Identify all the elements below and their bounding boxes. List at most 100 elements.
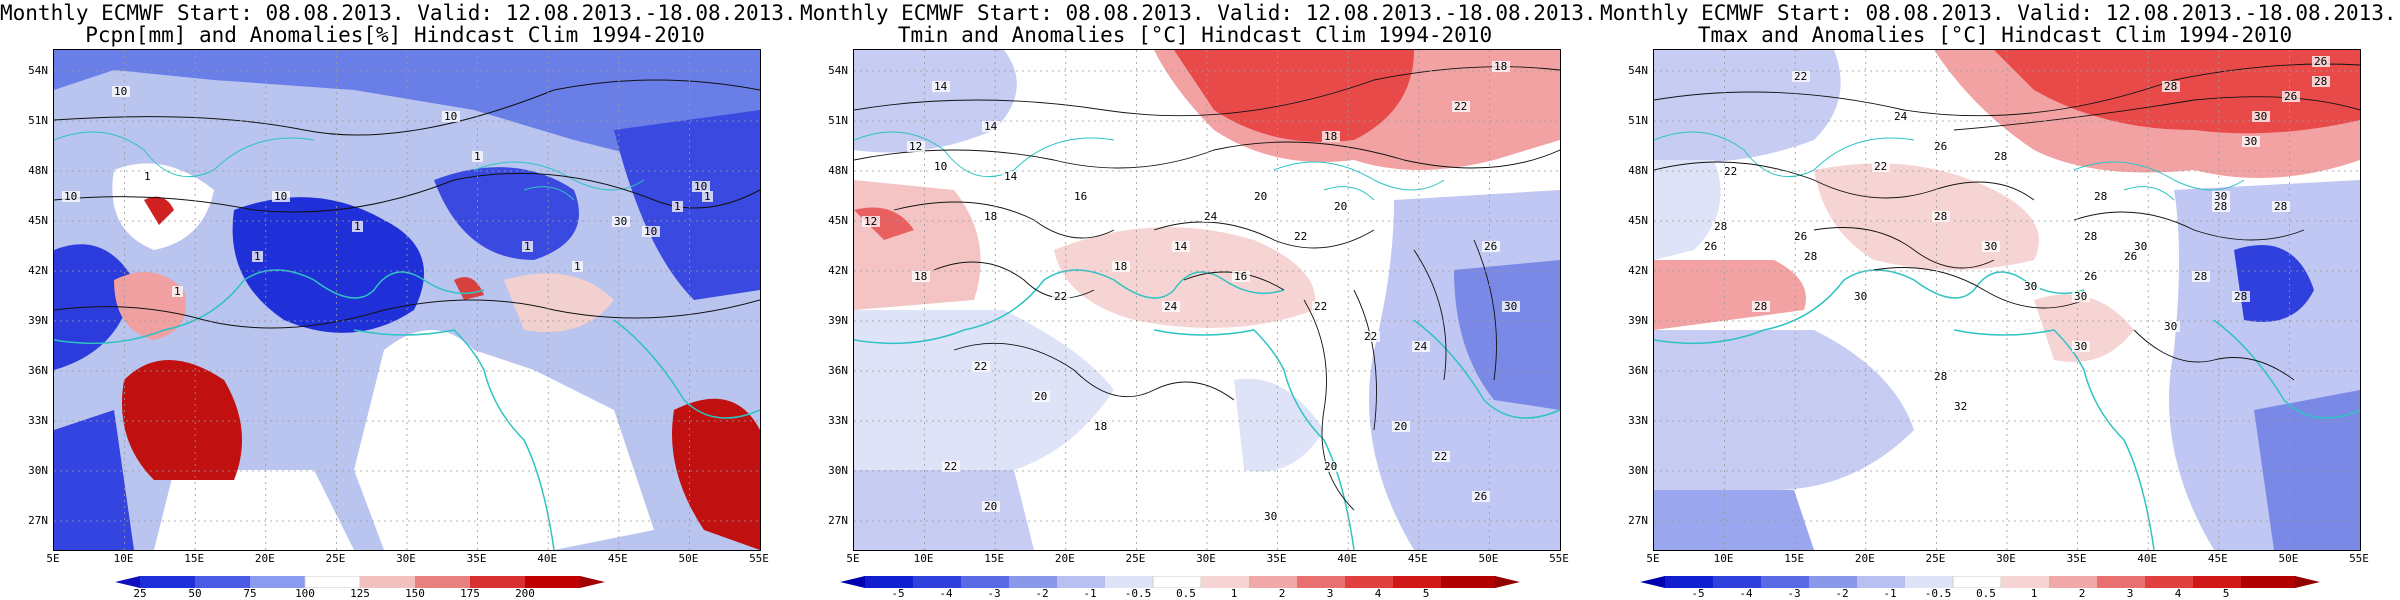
contour-label: 24 (1894, 110, 1908, 123)
cbar-label: 5 (1422, 587, 1430, 600)
contour-label-bg (862, 216, 880, 227)
cbar-label: -2 (1035, 587, 1049, 600)
contour-label-bg (2122, 251, 2140, 262)
contour-label-bg (1292, 231, 1310, 242)
contour-label: 14 (934, 80, 948, 93)
contour-label-bg (352, 221, 363, 232)
contour-label: 30 (2164, 320, 2177, 333)
lat-tick-label: 51N (828, 114, 848, 127)
contour-label: 30 (2074, 340, 2087, 353)
contour-label-bg (2162, 321, 2180, 332)
contour-label: 10 (444, 110, 457, 123)
contour-label: 22 (1434, 450, 1447, 463)
contour-label: 10 (274, 190, 287, 203)
contour-label-bg (2212, 201, 2230, 212)
lat-tick-label: 30N (28, 464, 48, 477)
contour-label-bg (1892, 111, 1910, 122)
contour-label: 30 (2254, 110, 2267, 123)
contour-label-bg (2022, 281, 2040, 292)
contour-label: 1 (574, 260, 581, 273)
contour-label-bg (1992, 151, 2010, 162)
lon-tick-label: 10E (913, 552, 934, 565)
cbar-label: 0.5 (1176, 587, 1196, 600)
contour-label: 24 (1414, 340, 1428, 353)
contour-label-bg (982, 211, 1000, 222)
lat-tick-label: 51N (1628, 114, 1648, 127)
panel-title-line1: Monthly ECMWF Start: 08.08.2013. Valid: … (0, 1, 797, 25)
contour-label-bg (1792, 71, 1810, 82)
contour-label: 28 (2314, 75, 2327, 88)
cbar-label: -4 (939, 587, 953, 600)
contour-label: 12 (909, 140, 922, 153)
contour-label: 28 (1714, 220, 1727, 233)
lon-tick-label: 45E (607, 552, 628, 565)
lat-tick-label: 45N (828, 214, 848, 227)
contour-label: 1 (254, 250, 261, 263)
cbar-label: -1 (1083, 587, 1097, 600)
cbar-label: 25 (133, 587, 147, 600)
tmax-panel: Monthly ECMWF Start: 08.08.2013. Valid: … (1600, 0, 2397, 600)
contour-label-bg (1322, 461, 1340, 472)
contour-label-bg (62, 191, 80, 202)
contour-label: 10 (644, 225, 657, 238)
contour-label: 30 (1854, 290, 1867, 303)
contour-label: 1 (474, 150, 481, 163)
cbar-label: -3 (987, 587, 1001, 600)
contour-label: 22 (1874, 160, 1887, 173)
cbar-label: -2 (1835, 587, 1849, 600)
lat-tick-label: 39N (1628, 314, 1648, 327)
cbar-label: -5 (1691, 587, 1705, 600)
contour-label: 30 (614, 215, 627, 228)
contour-label-bg (1362, 331, 1380, 342)
lat-tick-label: 51N (28, 114, 48, 127)
contour-label-bg (912, 271, 930, 282)
contour-label-bg (2272, 201, 2290, 212)
cbar-label: 2 (2078, 587, 2086, 600)
contour-label: 10 (114, 85, 127, 98)
contour-label: 22 (1314, 300, 1327, 313)
contour-label: 24 (1164, 300, 1178, 313)
contour-label: 30 (2134, 240, 2147, 253)
contour-label-bg (522, 241, 533, 252)
contour-label: 28 (1804, 250, 1817, 263)
contour-label: 20 (1394, 420, 1407, 433)
contour-label-bg (2092, 191, 2110, 202)
lon-tick-label: 25E (1125, 552, 1146, 565)
lon-tick-label: 45E (2207, 552, 2228, 565)
lat-tick-label: 45N (1628, 214, 1648, 227)
contour-label-bg (1702, 241, 1720, 252)
lat-tick-label: 36N (828, 364, 848, 377)
contour-label-bg (1072, 191, 1090, 202)
contour-label: 1 (174, 285, 181, 298)
contour-label: 26 (1484, 240, 1497, 253)
lon-tick-label: 50E (678, 552, 699, 565)
lat-tick-label: 36N (28, 364, 48, 377)
cbar-label: 0.5 (1976, 587, 1996, 600)
contour-label-bg (1392, 421, 1410, 432)
contour-label-bg (2072, 341, 2090, 352)
contour-label-bg (1432, 451, 1450, 462)
contour-label: 14 (984, 120, 998, 133)
contour-label: 30 (1984, 240, 1997, 253)
contour-label-bg (1052, 291, 1070, 302)
cbar-label: -1 (1883, 587, 1897, 600)
contour-label: 14 (1174, 240, 1188, 253)
lat-tick-label: 54N (1628, 64, 1648, 77)
panel-title-line2: Tmax and Anomalies [°C] Hindcast Clim 19… (1697, 23, 2293, 47)
lon-tick-label: 10E (113, 552, 134, 565)
cbar-label: 200 (515, 587, 535, 600)
contour-label: 18 (1494, 60, 1507, 73)
contour-label: 28 (2274, 200, 2287, 213)
contour-label: 30 (1264, 510, 1277, 523)
cbar-label: 75 (243, 587, 257, 600)
contour-label: 28 (2094, 190, 2107, 203)
contour-label: 22 (1294, 230, 1307, 243)
contour-label-bg (1932, 371, 1950, 382)
tmin-colorbar (840, 576, 1520, 588)
contour-label: 16 (1074, 190, 1087, 203)
lat-tick-label: 30N (828, 464, 848, 477)
contour-label: 26 (1704, 240, 1717, 253)
lat-tick-label: 48N (828, 164, 848, 177)
lon-tick-label: 40E (537, 552, 558, 565)
contour-label-bg (932, 161, 950, 172)
